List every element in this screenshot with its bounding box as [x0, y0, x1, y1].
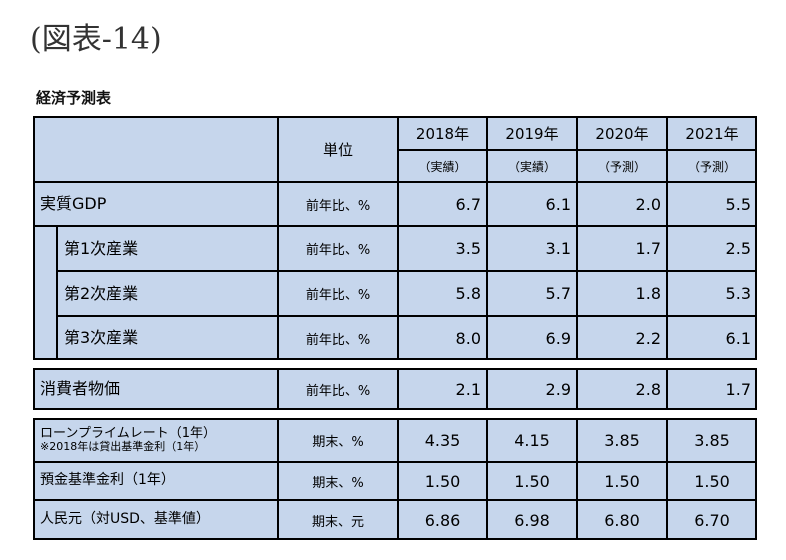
value: 1.50 — [577, 462, 667, 500]
table-title: 経済予測表 — [36, 89, 112, 107]
unit: 期末、% — [278, 418, 398, 462]
value: 6.80 — [577, 500, 667, 540]
value: 6.70 — [667, 500, 757, 540]
row-label: 預金基準金利（1年） — [33, 462, 278, 500]
value: 2.8 — [577, 368, 667, 410]
status-header: （予測） — [667, 150, 757, 182]
row-label: 第3次産業 — [57, 316, 278, 360]
value: 3.1 — [487, 226, 577, 271]
value: 2.0 — [577, 182, 667, 226]
unit: 前年比、% — [278, 226, 398, 271]
status-header: （実績） — [398, 150, 487, 182]
status-header: （実績） — [487, 150, 577, 182]
figure-title: (図表-14) — [30, 22, 162, 57]
value: 4.15 — [487, 418, 577, 462]
value: 1.50 — [487, 462, 577, 500]
value: 3.85 — [667, 418, 757, 462]
value: 6.1 — [487, 182, 577, 226]
year-header: 2021年 — [667, 116, 757, 150]
value: 2.9 — [487, 368, 577, 410]
value: 3.5 — [398, 226, 487, 271]
unit: 前年比、% — [278, 271, 398, 316]
row-label: 実質GDP — [33, 182, 278, 226]
row-label-text: ローンプライムレート（1年） — [40, 425, 216, 441]
value: 5.5 — [667, 182, 757, 226]
value: 1.50 — [398, 462, 487, 500]
value: 1.50 — [667, 462, 757, 500]
unit: 前年比、% — [278, 182, 398, 226]
row-note: ※2018年は貸出基準金利（1年） — [40, 440, 206, 454]
value: 6.7 — [398, 182, 487, 226]
value: 5.7 — [487, 271, 577, 316]
row-label: 第1次産業 — [57, 226, 278, 271]
year-header: 2019年 — [487, 116, 577, 150]
indent-strip — [33, 226, 57, 360]
value: 8.0 — [398, 316, 487, 360]
row-label: 第2次産業 — [57, 271, 278, 316]
unit-header: 単位 — [278, 116, 398, 182]
value: 6.1 — [667, 316, 757, 360]
row-label: ローンプライムレート（1年） ※2018年は貸出基準金利（1年） — [33, 418, 278, 462]
value: 5.8 — [398, 271, 487, 316]
value: 1.8 — [577, 271, 667, 316]
value: 6.9 — [487, 316, 577, 360]
status-header: （予測） — [577, 150, 667, 182]
value: 2.1 — [398, 368, 487, 410]
header-blank — [33, 116, 278, 182]
value: 5.3 — [667, 271, 757, 316]
year-header: 2018年 — [398, 116, 487, 150]
value: 6.86 — [398, 500, 487, 540]
value: 1.7 — [667, 368, 757, 410]
unit: 期末、元 — [278, 500, 398, 540]
value: 6.98 — [487, 500, 577, 540]
year-header: 2020年 — [577, 116, 667, 150]
value: 2.2 — [577, 316, 667, 360]
row-label: 人民元（対USD、基準値） — [33, 500, 278, 540]
value: 3.85 — [577, 418, 667, 462]
value: 4.35 — [398, 418, 487, 462]
unit: 前年比、% — [278, 316, 398, 360]
value: 1.7 — [577, 226, 667, 271]
row-label: 消費者物価 — [33, 368, 278, 410]
unit: 前年比、% — [278, 368, 398, 410]
unit: 期末、% — [278, 462, 398, 500]
value: 2.5 — [667, 226, 757, 271]
